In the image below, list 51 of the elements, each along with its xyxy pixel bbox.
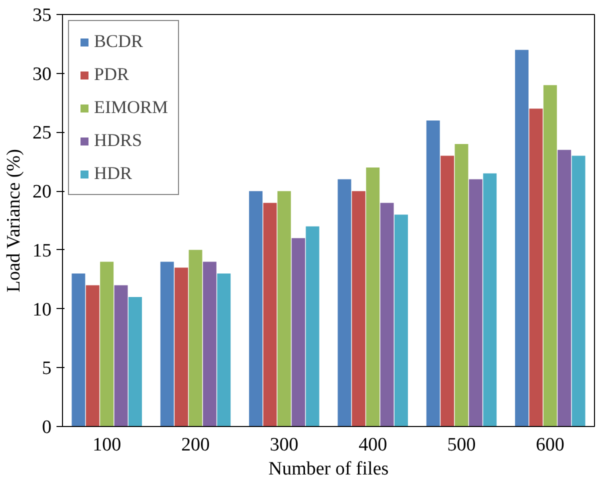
bar [572, 156, 586, 426]
legend-label: EIMORM [94, 97, 168, 118]
bar [306, 226, 320, 426]
legend-label: PDR [94, 64, 130, 85]
bar [543, 85, 557, 426]
bar [529, 108, 543, 426]
bar [86, 285, 100, 426]
legend-label: HDRS [94, 130, 142, 151]
bar [249, 191, 263, 426]
bar [426, 120, 440, 426]
bar [483, 173, 497, 426]
bar [352, 191, 366, 426]
bar [454, 144, 468, 426]
bar [160, 262, 174, 426]
bar [128, 297, 142, 426]
y-tick-label: 0 [42, 417, 52, 438]
y-tick-label: 15 [32, 240, 52, 262]
bar [188, 250, 202, 426]
x-tick-label: 100 [92, 434, 122, 456]
y-tick-label: 25 [32, 122, 52, 144]
y-axis-title: Load Variance (%) [4, 149, 24, 292]
bar [263, 202, 277, 426]
bar [174, 268, 188, 426]
bar [202, 262, 216, 426]
bar [515, 50, 529, 426]
bar [100, 262, 114, 426]
bar [440, 156, 454, 426]
bar [380, 202, 394, 426]
y-tick-label: 5 [42, 358, 52, 380]
y-tick-label: 10 [32, 299, 52, 320]
bar [217, 273, 231, 426]
bar [292, 238, 306, 426]
x-tick-label: 600 [536, 434, 564, 456]
bar [366, 168, 380, 426]
x-tick-label: 200 [181, 434, 210, 456]
bar [394, 214, 408, 426]
bar [338, 179, 352, 426]
bar [277, 191, 291, 426]
y-tick-label: 20 [32, 182, 52, 203]
bar [114, 285, 128, 426]
y-tick-label: 30 [32, 64, 52, 85]
bar [468, 179, 482, 426]
x-tick-label: 300 [270, 434, 298, 456]
x-axis-title: Number of files [268, 458, 389, 480]
y-tick-label: 35 [32, 5, 52, 26]
x-tick-label: 400 [358, 434, 388, 456]
legend-label: HDR [94, 163, 132, 184]
bar [558, 150, 572, 426]
bar [72, 273, 86, 426]
x-tick-label: 500 [447, 434, 476, 456]
legend-label: BCDR [94, 31, 144, 52]
